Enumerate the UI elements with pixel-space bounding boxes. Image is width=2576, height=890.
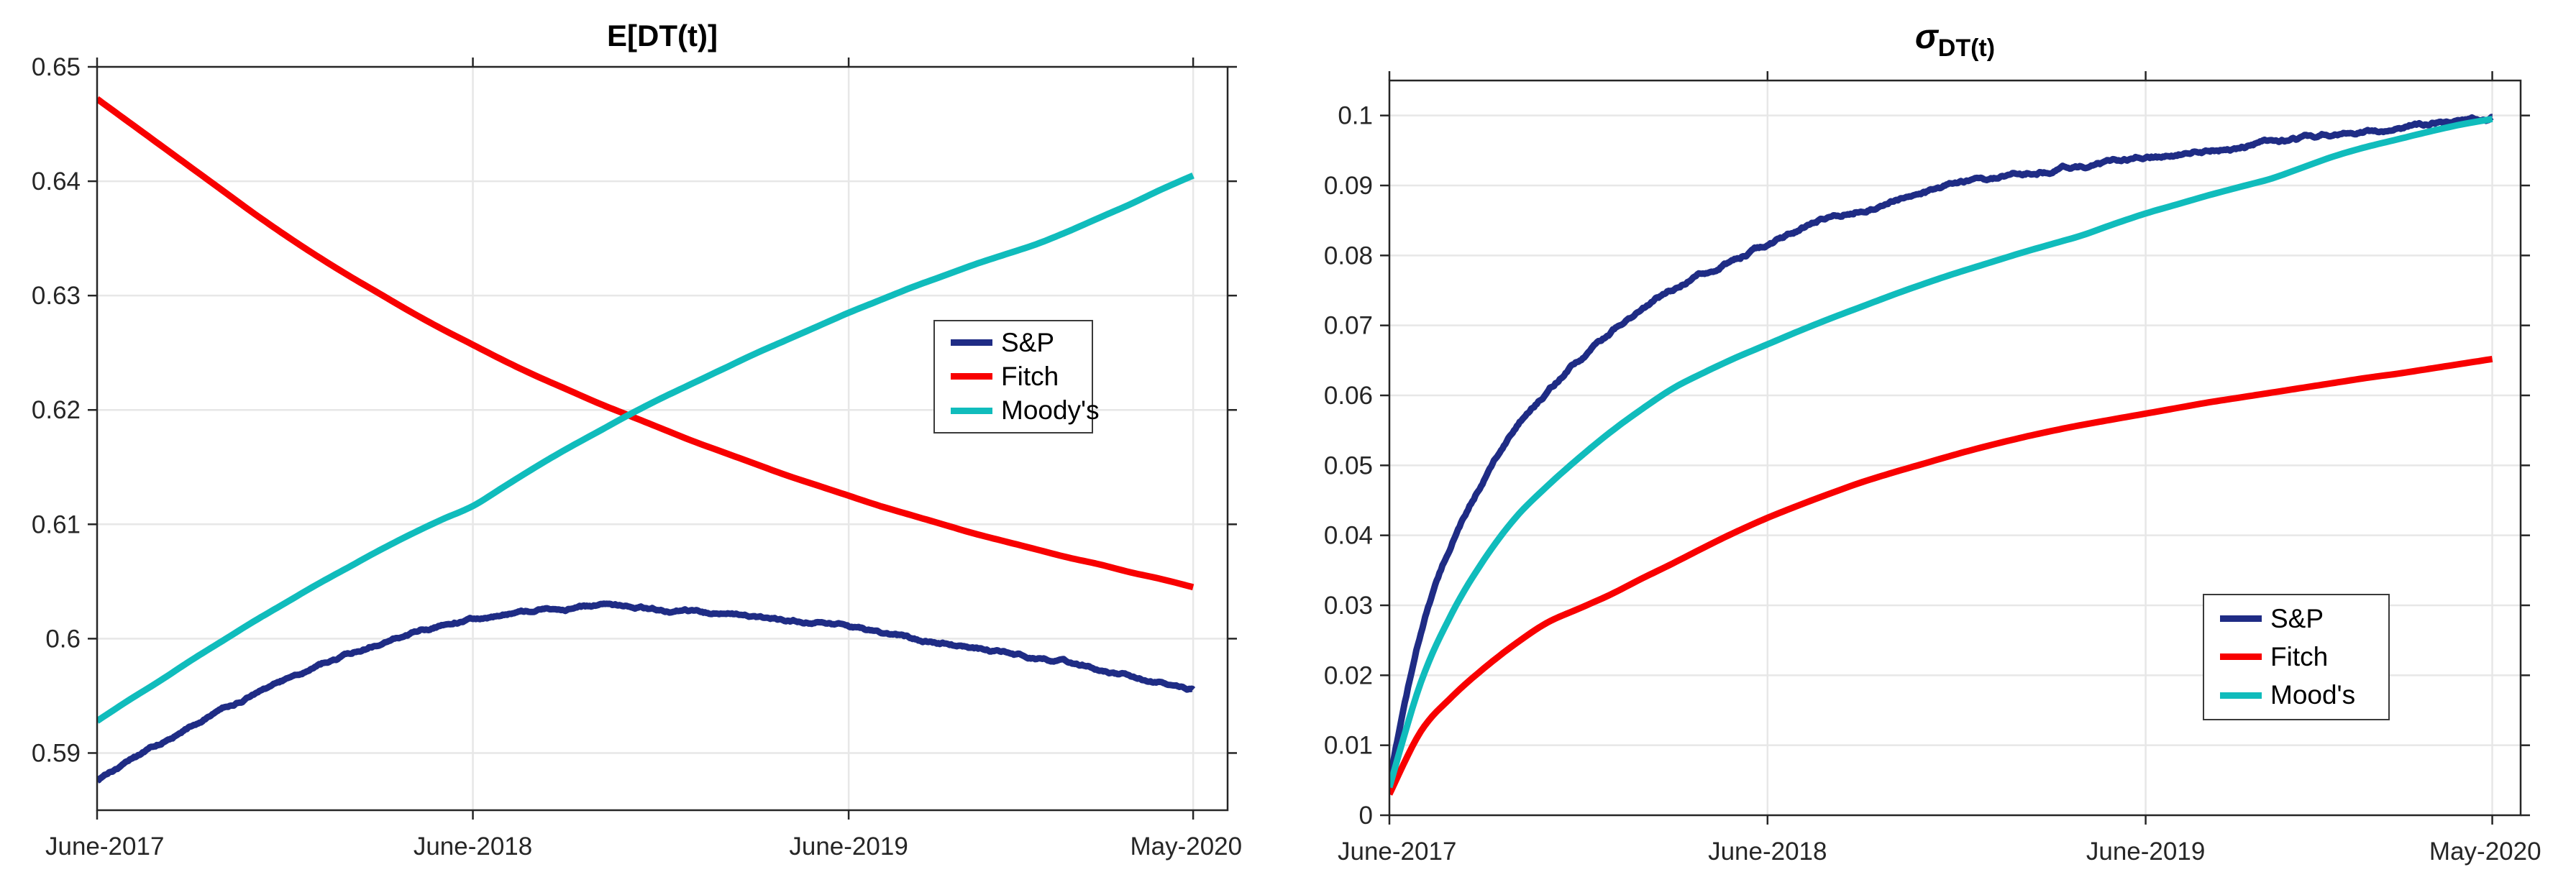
y-tick-label: 0.63 — [32, 282, 81, 310]
x-tick-label: May-2020 — [1130, 832, 1242, 861]
y-tick-label: 0.07 — [1324, 312, 1373, 340]
y-tick-label: 0 — [1359, 802, 1373, 830]
chart-left: 0.59 0.6 0.61 0.62 0.63 0.64 0.65 June-2017 June… — [32, 53, 1242, 861]
legend-label: Mood's — [2270, 680, 2356, 710]
legend-label: Fitch — [1001, 361, 1059, 391]
y-tick-label: 0.02 — [1324, 661, 1373, 689]
axes-box — [1388, 79, 2522, 817]
series-line-fitch — [97, 96, 1195, 591]
x-tick-label: June-2019 — [2086, 838, 2205, 866]
series-line-fitch — [1389, 355, 2493, 796]
legend-line-sample-sp — [2220, 615, 2262, 623]
legend-entry: Moody's — [951, 395, 1100, 426]
series-line-moodys — [1389, 116, 2493, 789]
series-line-sp — [1389, 114, 2495, 781]
y-tick-label: 0.59 — [32, 739, 81, 767]
x-tick-label: June-2017 — [1338, 838, 1456, 866]
legend-right: S&P Fitch Mood's — [2203, 594, 2390, 720]
chart-right: 0 0.01 0.02 0.03 0.04 0.05 0.06 0.07 0.08 0.09 0.1… — [1324, 71, 2541, 866]
x-tick-label: June-2018 — [414, 832, 532, 861]
y-tick-label: 0.62 — [32, 396, 81, 424]
axes-box — [96, 65, 1229, 812]
y-tick-label: 0.05 — [1324, 451, 1373, 480]
y-tick-label: 0.61 — [32, 510, 81, 538]
y-tick-label: 0.6 — [45, 625, 81, 653]
y-tick-label: 0.08 — [1324, 242, 1373, 270]
legend-line-sample-sp — [951, 339, 992, 347]
y-tick-label: 0.04 — [1324, 522, 1373, 550]
legend-left: S&P Fitch Moody's — [933, 320, 1100, 433]
series-line-moodys — [97, 172, 1195, 724]
x-tick-label: June-2017 — [45, 832, 164, 861]
y-tick-label: 0.01 — [1324, 732, 1373, 760]
sigma-subscript: DT(t) — [1937, 35, 1996, 62]
sigma-symbol: σ — [1914, 18, 1938, 56]
y-tick-label: 0.1 — [1338, 102, 1373, 130]
legend-entry: Fitch — [2220, 642, 2381, 672]
legend-entry: Mood's — [2220, 680, 2381, 710]
y-tick-label: 0.06 — [1324, 382, 1373, 410]
x-tick-label: May-2020 — [2429, 838, 2541, 866]
chart-title-right: σ DT(t) — [1389, 18, 2521, 61]
legend-label: S&P — [2270, 603, 2324, 633]
legend-line-sample-moodys — [951, 407, 992, 414]
y-tick-label: 0.64 — [32, 168, 81, 196]
legend-label: Moody's — [1001, 395, 1100, 426]
legend-entry: S&P — [951, 328, 1084, 358]
x-tick-label: June-2018 — [1708, 838, 1827, 866]
legend-label: S&P — [1001, 327, 1055, 357]
legend-entry: S&P — [2220, 604, 2381, 634]
legend-line-sample-fitch — [2220, 653, 2262, 661]
legend-label: Fitch — [2270, 641, 2329, 671]
y-tick-label: 0.09 — [1324, 172, 1373, 200]
series-line-sp — [97, 600, 1196, 784]
chart-title-left: E[DT(t)] — [607, 19, 718, 52]
x-tick-label: June-2019 — [789, 832, 908, 861]
legend-line-sample-fitch — [951, 373, 992, 380]
y-tick-label: 0.65 — [32, 53, 81, 81]
y-tick-label: 0.03 — [1324, 592, 1373, 620]
legend-entry: Fitch — [951, 362, 1084, 392]
legend-line-sample-moodys — [2220, 692, 2262, 699]
